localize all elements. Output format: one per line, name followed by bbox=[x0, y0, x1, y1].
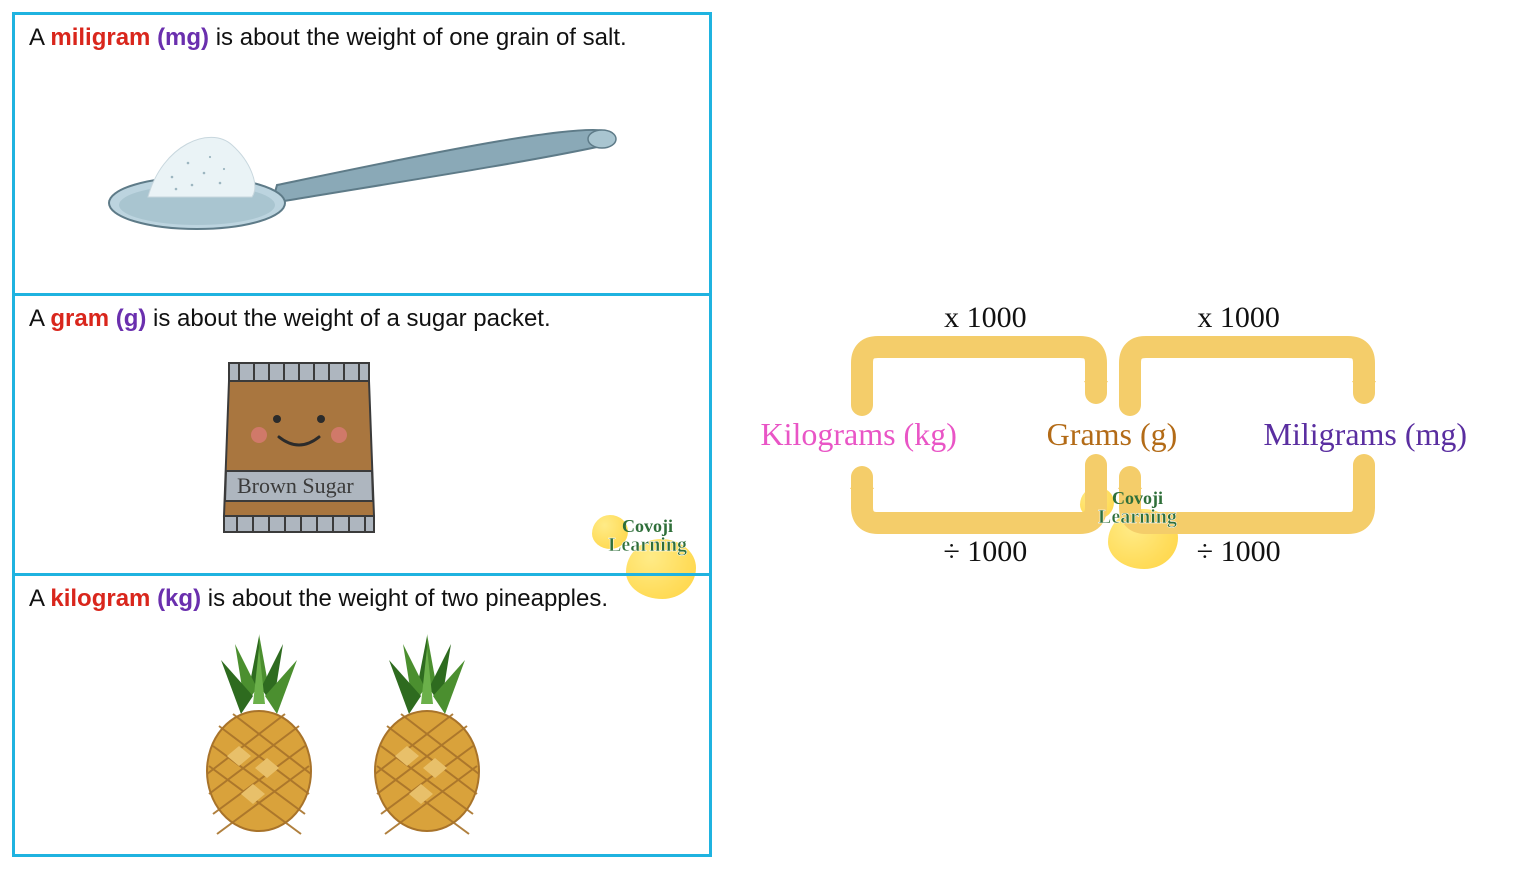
top-operations-row: x 1000 x 1000 bbox=[732, 301, 1492, 335]
bottom-arrows bbox=[732, 465, 1492, 535]
bottom-operations-row: ÷ 1000 ÷ 1000 bbox=[732, 535, 1492, 569]
unit-miligrams: Miligrams (mg) bbox=[1239, 416, 1492, 453]
two-pineapples-illustration bbox=[29, 614, 695, 848]
card-milligram: A miligram (mg) is about the weight of o… bbox=[12, 12, 712, 296]
unit-kilograms: Kilograms (kg) bbox=[732, 416, 985, 453]
conversion-diagram: x 1000 x 1000 Kilograms (kg) bbox=[732, 301, 1492, 569]
unit-abbr: (mg) bbox=[157, 24, 209, 51]
pineapple-icon bbox=[357, 626, 497, 836]
text-pre: A bbox=[29, 305, 50, 332]
text-post: is about the weight of one grain of salt… bbox=[216, 24, 627, 51]
spoon-of-salt-illustration bbox=[29, 53, 695, 287]
text-post: is about the weight of two pineapples. bbox=[208, 585, 608, 612]
unit-labels-row: Kilograms (kg) Grams (g) Miligrams (mg) bbox=[732, 405, 1492, 465]
definition-cards: A miligram (mg) is about the weight of o… bbox=[0, 0, 720, 869]
unit-name: miligram bbox=[50, 24, 150, 51]
card-gram: A gram (g) is about the weight of a suga… bbox=[12, 296, 712, 577]
spoon-icon bbox=[92, 85, 632, 255]
text-pre: A bbox=[29, 585, 50, 612]
card-desc: A kilogram (kg) is about the weight of t… bbox=[29, 584, 695, 614]
unit-abbr: (g) bbox=[116, 305, 147, 332]
sugar-packet-illustration: Brown Sugar bbox=[29, 334, 695, 568]
card-kilogram: A kilogram (kg) is about the weight of t… bbox=[12, 576, 712, 857]
text-post: is about the weight of a sugar packet. bbox=[153, 305, 551, 332]
card-desc: A gram (g) is about the weight of a suga… bbox=[29, 304, 695, 334]
svg-text:Brown Sugar: Brown Sugar bbox=[237, 473, 354, 498]
unit-name: gram bbox=[50, 305, 109, 332]
top-arrows bbox=[732, 335, 1492, 405]
op-divide: ÷ 1000 bbox=[859, 535, 1112, 569]
pineapple-icon bbox=[189, 626, 329, 836]
sugar-packet-icon: Brown Sugar bbox=[199, 351, 399, 551]
conversion-diagram-panel: x 1000 x 1000 Kilograms (kg) bbox=[720, 0, 1536, 869]
unit-grams: Grams (g) bbox=[985, 416, 1238, 453]
op-multiply: x 1000 bbox=[1112, 301, 1365, 335]
text-pre: A bbox=[29, 24, 50, 51]
card-desc: A miligram (mg) is about the weight of o… bbox=[29, 23, 695, 53]
op-multiply: x 1000 bbox=[859, 301, 1112, 335]
unit-name: kilogram bbox=[50, 585, 150, 612]
unit-abbr: (kg) bbox=[157, 585, 201, 612]
op-divide: ÷ 1000 bbox=[1112, 535, 1365, 569]
